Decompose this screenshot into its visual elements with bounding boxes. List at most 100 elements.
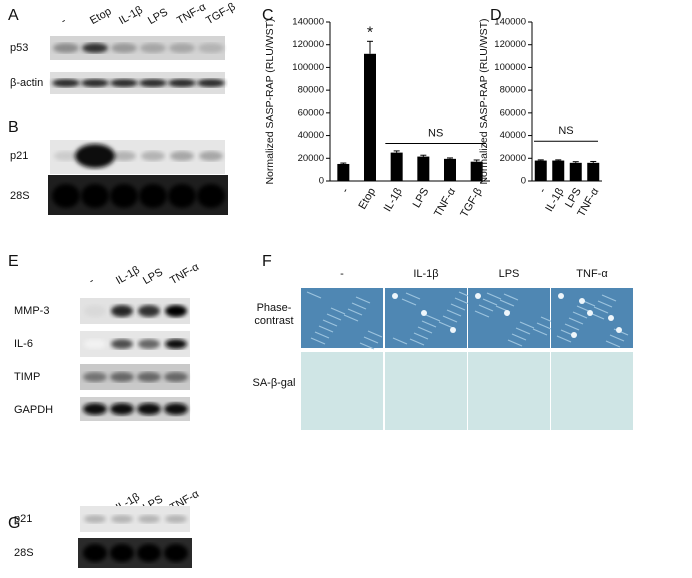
cell-texture (330, 307, 346, 315)
cell-texture (392, 337, 408, 345)
phase-contrast-image (551, 288, 633, 348)
blot-band (164, 544, 188, 562)
cell-texture (532, 328, 548, 336)
x-tick-label: TNF-α (432, 185, 458, 219)
blot-band (165, 339, 187, 349)
cell-texture (322, 319, 338, 327)
blot-band (141, 151, 165, 161)
blot-band (52, 184, 80, 208)
blot-band (75, 144, 115, 168)
y-tick-label: 40000 (500, 130, 526, 141)
row-label: SA-β-gal (252, 377, 295, 389)
x-tick-label: - (537, 186, 549, 195)
lane-label: LPS (146, 6, 170, 27)
y-tick-label: 140000 (292, 17, 324, 28)
cell-texture (413, 332, 429, 340)
lane-label: - (59, 15, 68, 27)
lane-label: - (87, 275, 96, 287)
panel-label: C (262, 7, 274, 24)
x-tick-label: LPS (411, 186, 432, 210)
blot-band (165, 305, 187, 317)
ns-label: NS (428, 127, 443, 139)
blot-background (50, 36, 225, 60)
y-tick-label: 60000 (298, 107, 324, 118)
cell-texture (511, 333, 527, 341)
blot-band (169, 43, 195, 53)
blot-band (111, 43, 137, 53)
blot-band (165, 515, 187, 523)
cell-texture (478, 304, 494, 312)
x-tick-label: IL-1β (382, 186, 405, 214)
bar (417, 156, 430, 181)
bar (569, 162, 582, 181)
cell-texture (564, 323, 580, 331)
y-tick-label: 20000 (298, 153, 324, 164)
blot-band (111, 305, 133, 317)
ns-label: NS (558, 125, 573, 137)
sa-beta-gal-image (385, 352, 467, 430)
blot-band (139, 79, 167, 87)
cell-texture (401, 298, 417, 306)
y-tick-label: 80000 (298, 85, 324, 96)
panel-label: G (8, 515, 20, 532)
phase-contrast-image (468, 288, 550, 348)
cell-texture (536, 322, 552, 330)
cell-texture (454, 297, 470, 305)
lane-label: TNF-α (168, 261, 202, 287)
cell-texture (306, 291, 322, 299)
cell-texture (363, 336, 379, 344)
blot-band (140, 43, 166, 53)
y-tick-label: 120000 (292, 39, 324, 50)
blot-band (199, 151, 223, 161)
row-label: GAPDH (14, 404, 53, 416)
blot-band (137, 403, 161, 415)
blot-band (111, 515, 133, 523)
cell-texture (572, 311, 588, 319)
lane-label: TNF-α (175, 1, 209, 27)
column-label: LPS (499, 268, 520, 280)
panel-label: F (262, 253, 272, 270)
cell-dot (475, 293, 481, 299)
y-tick-label: 100000 (292, 62, 324, 73)
cell-dot (392, 293, 398, 299)
blot-band (168, 184, 196, 208)
cell-dot (579, 298, 585, 304)
blot-band (164, 372, 188, 382)
panel-label: B (8, 119, 19, 136)
y-tick-label: 60000 (500, 107, 526, 118)
significance-star: * (367, 25, 373, 42)
cell-texture (417, 326, 433, 334)
phase-contrast-image (301, 288, 383, 348)
x-tick-label: IL-1β (543, 186, 566, 214)
blot-band (170, 151, 194, 161)
lane-label: IL-1β (114, 264, 142, 287)
blot-band (110, 403, 134, 415)
cell-texture (482, 298, 498, 306)
cell-texture (318, 325, 334, 333)
cell-texture (597, 300, 613, 308)
cell-texture (310, 337, 326, 345)
column-label: IL-1β (413, 268, 438, 280)
x-tick-label: TGF-β (458, 186, 484, 220)
cell-texture (343, 314, 359, 322)
row-label: p21 (10, 150, 28, 162)
sa-beta-gal-image (551, 352, 633, 430)
cell-texture (425, 314, 441, 322)
bar (337, 163, 350, 181)
y-tick-label: 140000 (494, 17, 526, 28)
y-tick-label: 100000 (494, 62, 526, 73)
sa-beta-gal-image (301, 352, 383, 430)
blot-band (198, 43, 224, 53)
blot-band (164, 403, 188, 415)
blot-band (83, 372, 107, 382)
cell-dot (421, 310, 427, 316)
y-tick-label: 80000 (500, 85, 526, 96)
y-tick-label: 40000 (298, 130, 324, 141)
blot-band (139, 184, 167, 208)
blot-band (81, 184, 109, 208)
cell-texture (355, 296, 371, 304)
blot-band (110, 372, 134, 382)
blot-band (54, 151, 78, 161)
row-label: 28S (10, 190, 30, 202)
